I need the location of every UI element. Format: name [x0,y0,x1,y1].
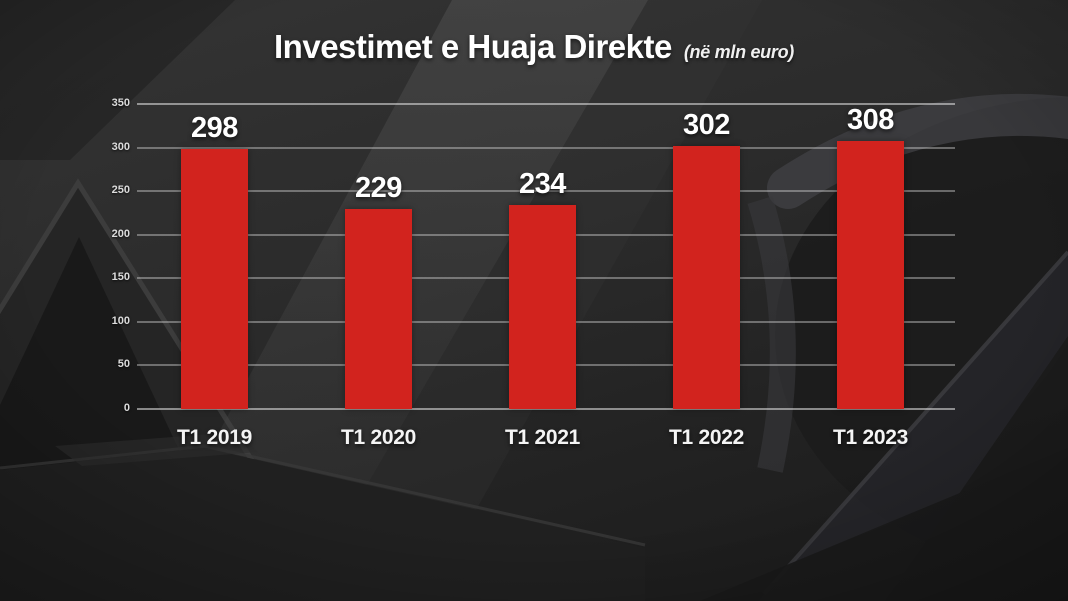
bar-value-label: 302 [683,108,730,141]
bar-value-label: 308 [847,103,894,136]
gridline [137,146,955,149]
bar [673,145,740,409]
y-axis-tick-label: 100 [111,314,130,327]
chart-subtitle: (në mln euro) [683,42,794,62]
bar [509,205,576,409]
bar-value-label: 234 [519,168,566,201]
y-axis-tick-label: 0 [123,402,130,414]
chart-title: Investimet e Huaja Direkte [274,28,672,65]
y-axis-tick-label: 150 [111,271,130,284]
x-axis-category-label: T1 2022 [669,426,744,449]
x-axis-category-label: T1 2023 [833,426,908,449]
chart-header: Investimet e Huaja Direkte (në mln euro) [0,28,1068,66]
bar-value-label: 229 [355,172,402,205]
bar [837,140,904,409]
y-axis-tick-label: 200 [111,227,130,240]
gridline [137,103,955,105]
gridline [137,190,955,193]
bar [345,209,412,409]
y-axis-tick-label: 350 [111,97,130,109]
x-axis-category-label: T1 2019 [177,426,252,449]
x-axis-category-label: T1 2021 [505,426,580,449]
y-axis-tick-label: 50 [117,358,130,371]
bar [181,149,248,409]
y-axis-tick-label: 300 [111,140,130,153]
gridline [137,408,955,410]
y-axis-tick-label: 250 [111,184,130,197]
x-axis-category-label: T1 2020 [341,426,416,449]
bar-value-label: 298 [191,112,238,145]
